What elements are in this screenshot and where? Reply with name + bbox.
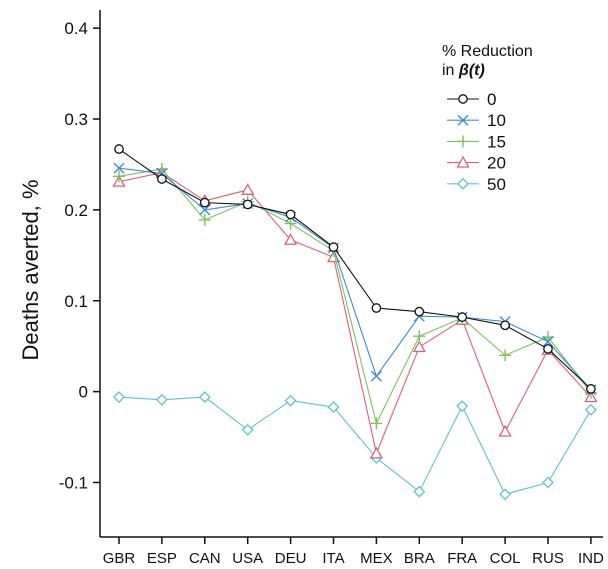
- y-tick-label: -0.1: [59, 473, 88, 492]
- x-tick-label: USA: [232, 550, 263, 567]
- x-tick-label: FRA: [447, 550, 477, 567]
- legend: % Reduction in β(t) 0 10 15 20 50: [442, 43, 533, 194]
- x-tick-label: MEX: [360, 550, 393, 567]
- legend-label: 10: [487, 111, 506, 130]
- data-point: [285, 209, 296, 220]
- data-point: [113, 391, 125, 403]
- x-tick-label: RUS: [532, 550, 564, 567]
- data-point: [370, 417, 383, 430]
- data-point: [499, 488, 512, 501]
- data-point: [412, 340, 426, 353]
- data-point: [113, 162, 125, 174]
- data-point: [157, 174, 167, 184]
- legend-item-50: 50: [447, 175, 506, 194]
- axes: [99, 10, 603, 538]
- y-axis-title: Deaths averted, %: [18, 180, 43, 361]
- legend-marker: [456, 155, 470, 168]
- data-point: [413, 330, 426, 343]
- data-point: [327, 401, 340, 413]
- data-point: [198, 213, 211, 226]
- data-point: [457, 312, 468, 322]
- legend-marker: [457, 135, 469, 148]
- legend-item-10: 10: [447, 111, 506, 130]
- data-point: [542, 476, 554, 489]
- series-0: [114, 144, 596, 394]
- data-point: [499, 349, 512, 362]
- data-point: [198, 391, 211, 403]
- data-point: [199, 197, 210, 208]
- legend-marker: [457, 177, 469, 190]
- data-point: [242, 199, 253, 210]
- x-tick-label: ESP: [147, 550, 177, 567]
- data-point: [241, 183, 255, 195]
- series-line: [118, 172, 592, 456]
- legend-marker: [457, 114, 469, 126]
- y-ticks: -0.1 0 0.1 0.2 0.3 0.4: [59, 19, 100, 492]
- data-point: [543, 344, 553, 354]
- y-tick-label: 0.3: [64, 110, 88, 129]
- data-point: [369, 446, 384, 459]
- data-point: [456, 400, 469, 413]
- legend-item-15: 15: [447, 132, 506, 151]
- data-point: [414, 306, 425, 317]
- data-point: [241, 423, 254, 436]
- series-layer: [112, 144, 598, 501]
- legend-items: 0 10 15 20 50: [447, 90, 506, 194]
- legend-title-prefix: in: [442, 62, 459, 79]
- series-line: [118, 168, 592, 426]
- legend-marker: [458, 94, 468, 104]
- series-50: [113, 391, 597, 501]
- x-tick-label: IND: [578, 550, 604, 567]
- data-point: [155, 393, 168, 406]
- legend-item-0: 0: [447, 90, 496, 109]
- data-point: [114, 144, 124, 154]
- data-point: [371, 303, 382, 313]
- series-line: [118, 167, 592, 391]
- data-point: [586, 384, 596, 394]
- legend-label: 20: [487, 154, 506, 173]
- x-tick-label: BRA: [404, 550, 435, 567]
- data-point: [500, 320, 510, 331]
- legend-title-line2: in β(t): [442, 62, 485, 79]
- legend-title-math: β(t): [458, 62, 485, 79]
- legend-title-line1: % Reduction: [442, 43, 533, 60]
- series-line: [118, 148, 592, 390]
- legend-item-20: 20: [447, 154, 506, 173]
- data-point: [328, 242, 339, 252]
- x-tick-label: CAN: [189, 550, 221, 567]
- series-15: [113, 163, 597, 430]
- x-tick-label: COL: [490, 550, 521, 567]
- data-point: [113, 170, 125, 183]
- data-point: [542, 336, 554, 348]
- y-tick-label: 0.1: [64, 292, 88, 311]
- data-point: [370, 370, 382, 382]
- data-point: [584, 403, 597, 416]
- data-point: [284, 394, 297, 407]
- series-line: [118, 396, 592, 495]
- data-point: [283, 233, 298, 245]
- data-point: [413, 485, 426, 498]
- x-tick-label: ITA: [322, 550, 344, 567]
- x-ticks: GBR ESP CAN USA DEU ITA MEX BRA FRA COL RUS IND: [103, 537, 604, 567]
- data-point: [284, 217, 297, 230]
- data-point: [199, 204, 211, 216]
- legend-label: 0: [487, 90, 496, 109]
- y-tick-label: 0: [79, 383, 88, 402]
- x-tick-label: GBR: [103, 550, 136, 567]
- x-tick-label: DEU: [275, 550, 307, 567]
- data-point: [498, 424, 512, 437]
- y-tick-label: 0.4: [64, 19, 88, 38]
- y-tick-label: 0.2: [64, 201, 88, 220]
- legend-label: 50: [487, 175, 506, 194]
- legend-label: 15: [487, 132, 506, 151]
